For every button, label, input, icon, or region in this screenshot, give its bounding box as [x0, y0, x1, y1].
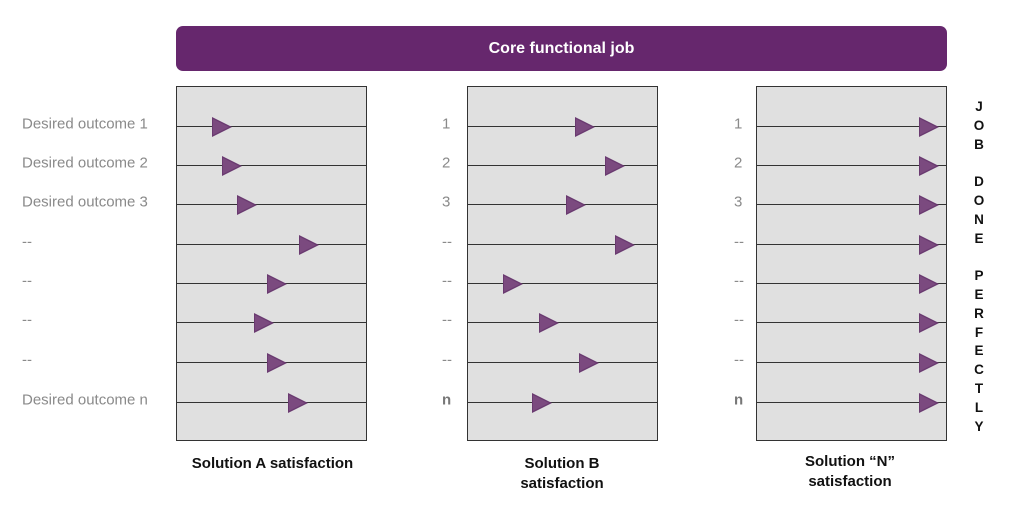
satisfaction-line	[757, 402, 946, 403]
satisfaction-marker-icon	[575, 116, 595, 137]
satisfaction-marker-icon	[237, 194, 257, 215]
satisfaction-marker-icon	[919, 352, 939, 373]
outcome-label: n	[734, 391, 744, 409]
outcome-label: Desired outcome n	[22, 391, 148, 409]
side-letter: E	[974, 343, 984, 359]
side-letter: Y	[974, 418, 984, 434]
satisfaction-marker-icon	[919, 155, 939, 176]
side-letter: C	[974, 362, 984, 378]
satisfaction-marker-icon	[566, 194, 586, 215]
caption-solution-n: Solution “N” satisfaction	[805, 453, 895, 490]
satisfaction-line	[757, 283, 946, 284]
outcome-label: --	[734, 311, 744, 329]
satisfaction-marker-icon	[919, 312, 939, 333]
satisfaction-line	[468, 362, 657, 363]
outcome-label: n	[442, 391, 452, 409]
satisfaction-marker-icon	[267, 352, 287, 373]
outcome-label: --	[442, 272, 452, 290]
side-letter: B	[974, 136, 984, 152]
satisfaction-line	[468, 126, 657, 127]
satisfaction-line	[468, 402, 657, 403]
satisfaction-marker-icon	[579, 352, 599, 373]
solution-n-panel	[756, 86, 947, 441]
outcome-label: --	[734, 351, 744, 369]
satisfaction-line	[177, 204, 366, 205]
side-letter	[968, 154, 990, 173]
satisfaction-marker-icon	[919, 234, 939, 255]
outcome-label: Desired outcome 2	[22, 154, 148, 172]
outcome-label: --	[22, 233, 32, 251]
outcome-label: --	[734, 233, 744, 251]
satisfaction-marker-icon	[919, 273, 939, 294]
side-letter: N	[974, 211, 984, 227]
outcome-label: Desired outcome 1	[22, 115, 148, 133]
satisfaction-line	[468, 283, 657, 284]
satisfaction-marker-icon	[919, 194, 939, 215]
side-letter: T	[974, 380, 984, 396]
outcome-label: --	[442, 311, 452, 329]
satisfaction-marker-icon	[267, 273, 287, 294]
satisfaction-line	[468, 244, 657, 245]
side-letter: O	[973, 192, 985, 208]
satisfaction-marker-icon	[919, 116, 939, 137]
solution-b-panel	[467, 86, 658, 441]
satisfaction-marker-icon	[212, 116, 232, 137]
caption-solution-b: Solution B satisfaction	[520, 455, 604, 492]
satisfaction-line	[757, 165, 946, 166]
side-letter: E	[974, 230, 984, 246]
satisfaction-line	[177, 244, 366, 245]
side-letter: R	[974, 305, 984, 321]
satisfaction-line	[757, 322, 946, 323]
banner-title: Core functional job	[488, 39, 635, 57]
satisfaction-line	[177, 402, 366, 403]
satisfaction-marker-icon	[299, 234, 319, 255]
satisfaction-line	[177, 126, 366, 127]
side-letter: E	[974, 286, 984, 302]
outcome-label: 3	[442, 193, 451, 211]
outcome-label: 1	[442, 115, 451, 133]
outcome-label: --	[22, 272, 32, 290]
satisfaction-marker-icon	[254, 312, 274, 333]
outcome-label: 3	[734, 193, 743, 211]
outcome-label: Desired outcome 3	[22, 193, 148, 211]
satisfaction-line	[468, 165, 657, 166]
side-letter: O	[973, 117, 985, 133]
satisfaction-marker-icon	[605, 155, 625, 176]
side-letter: F	[974, 324, 984, 340]
side-letter: P	[974, 268, 984, 284]
side-letter: J	[975, 99, 983, 114]
outcome-label: --	[442, 233, 452, 251]
satisfaction-line	[757, 362, 946, 363]
satisfaction-marker-icon	[503, 273, 523, 294]
outcome-label: --	[734, 272, 744, 290]
outcome-label: 2	[734, 154, 743, 172]
side-letter: L	[974, 399, 984, 415]
satisfaction-marker-icon	[539, 312, 559, 333]
outcome-label: 1	[734, 115, 743, 133]
satisfaction-marker-icon	[222, 155, 242, 176]
outcome-label: --	[22, 351, 32, 369]
satisfaction-line	[468, 204, 657, 205]
satisfaction-marker-icon	[288, 392, 308, 413]
side-letter	[968, 248, 990, 267]
outcome-label: --	[442, 351, 452, 369]
satisfaction-line	[468, 322, 657, 323]
outcome-label: --	[22, 311, 32, 329]
satisfaction-marker-icon	[532, 392, 552, 413]
satisfaction-line	[177, 165, 366, 166]
side-letter: D	[974, 174, 984, 190]
outcome-label: 2	[442, 154, 451, 172]
satisfaction-marker-icon	[919, 392, 939, 413]
caption-solution-a: Solution A satisfaction	[191, 455, 354, 472]
satisfaction-marker-icon	[615, 234, 635, 255]
satisfaction-line	[757, 126, 946, 127]
core-functional-job-banner: Core functional job	[176, 26, 947, 71]
satisfaction-line	[757, 204, 946, 205]
satisfaction-line	[757, 244, 946, 245]
solution-a-panel	[176, 86, 367, 441]
